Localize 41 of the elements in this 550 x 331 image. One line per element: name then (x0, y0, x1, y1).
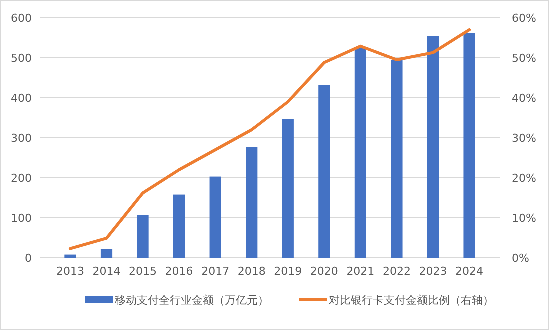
x-tick-label: 2015 (129, 265, 158, 278)
x-tick-label: 2018 (238, 265, 266, 278)
bar (174, 194, 186, 258)
y-tick-label: 100 (11, 212, 32, 225)
y2-tick-label: 40% (512, 92, 536, 105)
y2-tick-label: 50% (512, 52, 536, 65)
y-tick-label: 600 (11, 12, 32, 25)
x-tick-label: 2021 (346, 265, 375, 278)
y-tick-label: 0 (25, 252, 32, 265)
x-tick-label: 2019 (274, 265, 302, 278)
bar (464, 33, 476, 258)
x-tick-label: 2022 (382, 265, 411, 278)
bar (318, 85, 330, 258)
y2-tick-label: 20% (512, 172, 536, 185)
bar (100, 249, 113, 258)
y2-tick-label: 60% (512, 12, 536, 25)
x-tick-label: 2020 (310, 265, 338, 278)
y2-tick-label: 10% (512, 212, 536, 225)
y2-tick-label: 0% (512, 252, 530, 265)
line-series (68, 28, 472, 250)
y2-tick-label: 30% (512, 132, 536, 145)
bar (64, 254, 76, 258)
bar (354, 48, 366, 258)
x-tick-label: 2024 (456, 265, 484, 278)
bar (427, 36, 440, 258)
bar (210, 176, 222, 258)
bar (137, 215, 149, 258)
legend-label: 移动支付全行业金额（万亿元） (115, 294, 269, 307)
x-tick-label: 2017 (202, 265, 230, 278)
bar (246, 147, 258, 258)
x-tick-label: 2013 (56, 265, 84, 278)
legend-label: 对比银行卡支付金额比例（右轴） (329, 294, 494, 307)
y-tick-label: 500 (11, 52, 32, 65)
x-tick-label: 2014 (92, 265, 121, 278)
y-tick-label: 400 (11, 92, 32, 105)
y-tick-label: 200 (11, 172, 32, 185)
y-tick-label: 300 (11, 132, 32, 145)
x-tick-label: 2023 (419, 265, 448, 278)
bar (282, 119, 294, 258)
bar (391, 60, 403, 258)
x-tick-label: 2016 (165, 265, 194, 278)
